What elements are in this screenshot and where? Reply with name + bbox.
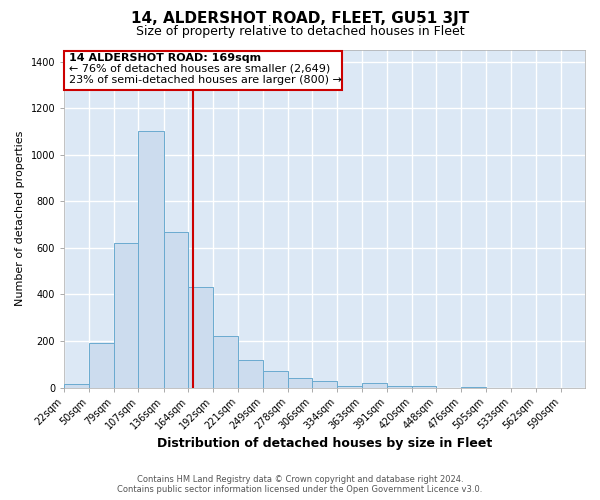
- Bar: [362, 383, 386, 388]
- FancyBboxPatch shape: [64, 51, 342, 90]
- Bar: [288, 378, 313, 388]
- Text: 23% of semi-detached houses are larger (800) →: 23% of semi-detached houses are larger (…: [70, 75, 343, 85]
- Bar: [114, 243, 139, 388]
- Bar: [213, 336, 238, 388]
- Bar: [412, 386, 436, 388]
- Bar: [386, 386, 412, 388]
- Bar: [164, 232, 188, 388]
- Bar: [64, 384, 89, 388]
- Bar: [263, 371, 288, 388]
- Text: Size of property relative to detached houses in Fleet: Size of property relative to detached ho…: [136, 25, 464, 38]
- Bar: [188, 288, 213, 388]
- Text: 14 ALDERSHOT ROAD: 169sqm: 14 ALDERSHOT ROAD: 169sqm: [70, 53, 262, 63]
- Text: Contains HM Land Registry data © Crown copyright and database right 2024.
Contai: Contains HM Land Registry data © Crown c…: [118, 474, 482, 494]
- Bar: [238, 360, 263, 388]
- Bar: [313, 380, 337, 388]
- X-axis label: Distribution of detached houses by size in Fleet: Distribution of detached houses by size …: [157, 437, 492, 450]
- Text: 14, ALDERSHOT ROAD, FLEET, GU51 3JT: 14, ALDERSHOT ROAD, FLEET, GU51 3JT: [131, 11, 469, 26]
- Bar: [139, 132, 164, 388]
- Text: ← 76% of detached houses are smaller (2,649): ← 76% of detached houses are smaller (2,…: [70, 64, 331, 74]
- Y-axis label: Number of detached properties: Number of detached properties: [15, 131, 25, 306]
- Bar: [337, 386, 362, 388]
- Bar: [89, 344, 114, 388]
